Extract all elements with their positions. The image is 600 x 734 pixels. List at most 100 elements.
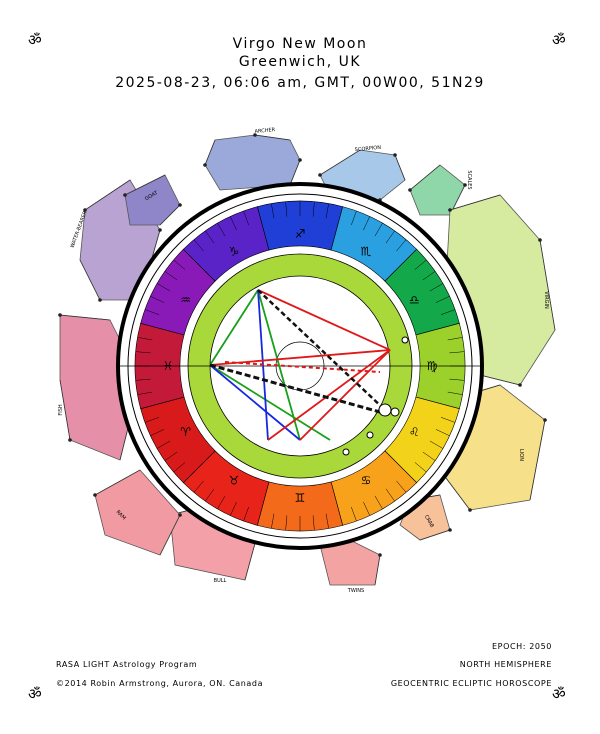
aspect-line bbox=[267, 349, 391, 441]
degree-tick bbox=[193, 239, 204, 252]
degree-tick bbox=[144, 417, 160, 423]
constellation-label: ARCHER bbox=[254, 127, 275, 135]
star-dot bbox=[468, 508, 472, 512]
aspect-line bbox=[209, 363, 381, 414]
star-line bbox=[59, 379, 71, 441]
zodiac-rings: ♐♏♎♍♌♋♊♉♈♓♒♑ bbox=[116, 182, 484, 550]
degree-tick bbox=[150, 429, 165, 436]
star-line bbox=[84, 179, 131, 211]
planet-marker bbox=[366, 431, 374, 439]
degree-tick bbox=[217, 495, 226, 510]
degree-tick bbox=[396, 239, 407, 252]
constellation-label: VIRGIN bbox=[543, 291, 549, 309]
degree-tick bbox=[312, 515, 315, 531]
degree-tick bbox=[217, 222, 226, 237]
star-line bbox=[374, 554, 381, 586]
aspect-line bbox=[299, 349, 391, 441]
star-dot bbox=[318, 173, 322, 177]
program-credit: RASA LIGHT Astrology Program bbox=[56, 660, 198, 669]
star-line bbox=[419, 529, 451, 541]
degree-tick bbox=[447, 337, 463, 341]
planet-marker bbox=[378, 403, 392, 417]
star-dot bbox=[393, 153, 397, 157]
sign-glyph: ♈ bbox=[180, 425, 191, 439]
aspect-line bbox=[209, 364, 331, 441]
om-symbol-icon: ॐ bbox=[552, 31, 566, 49]
star-line bbox=[289, 159, 301, 186]
star-dot bbox=[448, 208, 452, 212]
degree-tick bbox=[351, 210, 357, 226]
star-line bbox=[394, 154, 406, 181]
star-dot bbox=[158, 228, 162, 232]
star-dot bbox=[448, 528, 452, 532]
degree-tick bbox=[385, 230, 395, 244]
star-line bbox=[204, 139, 216, 166]
star-line bbox=[79, 259, 101, 301]
degree-tick bbox=[363, 501, 370, 516]
constellation-label: SCALES bbox=[466, 170, 472, 189]
star-line bbox=[94, 469, 141, 496]
degree-tick bbox=[135, 378, 151, 381]
copyright-line: ©2014 Robin Armstrong, Aurora, ON. Canad… bbox=[56, 679, 264, 688]
star-line bbox=[409, 164, 441, 191]
degree-tick bbox=[325, 203, 329, 219]
degree-tick bbox=[230, 216, 237, 231]
planet-marker bbox=[390, 407, 400, 417]
degree-tick bbox=[385, 488, 395, 502]
degree-tick bbox=[230, 501, 237, 516]
star-line bbox=[159, 204, 181, 226]
degree-tick bbox=[351, 506, 357, 522]
degree-tick bbox=[435, 296, 450, 303]
star-dot bbox=[203, 163, 207, 167]
star-dot bbox=[538, 238, 542, 242]
star-dot bbox=[543, 418, 547, 422]
degree-tick bbox=[396, 480, 407, 493]
aspect-lines bbox=[209, 289, 409, 456]
degree-tick bbox=[325, 513, 329, 529]
sign-glyph: ♉ bbox=[229, 473, 240, 487]
degree-tick bbox=[150, 296, 165, 303]
star-line bbox=[124, 174, 166, 196]
degree-tick bbox=[435, 429, 450, 436]
chart-datetime: 2025-08-23, 06:06 am, GMT, 00W00, 51N29 bbox=[115, 75, 485, 91]
degree-tick bbox=[271, 513, 275, 529]
degree-tick bbox=[164, 271, 178, 281]
star-dot bbox=[83, 208, 87, 212]
epoch-label: EPOCH: 2050 bbox=[492, 642, 552, 651]
degree-tick bbox=[429, 440, 444, 449]
degree-tick bbox=[447, 391, 463, 395]
star-dot bbox=[123, 193, 127, 197]
degree-tick bbox=[449, 351, 465, 354]
degree-tick bbox=[156, 283, 171, 292]
degree-tick bbox=[243, 210, 249, 226]
sign-glyph: ♐ bbox=[295, 227, 306, 241]
constellation-label: SCORPION bbox=[355, 145, 382, 153]
star-dot bbox=[58, 313, 62, 317]
degree-tick bbox=[312, 201, 315, 217]
star-dot bbox=[408, 188, 412, 192]
aspect-line bbox=[209, 289, 259, 366]
sign-glyph: ♎ bbox=[409, 293, 420, 307]
star-line bbox=[159, 514, 181, 556]
sign-glyph: ♋ bbox=[361, 473, 372, 487]
planet-marker bbox=[401, 336, 409, 344]
star-line bbox=[254, 134, 291, 141]
degree-tick bbox=[193, 480, 204, 493]
degree-tick bbox=[271, 203, 275, 219]
degree-tick bbox=[285, 201, 288, 217]
degree-tick bbox=[374, 222, 383, 237]
constellation-goat bbox=[124, 174, 181, 226]
degree-tick bbox=[144, 309, 160, 315]
aspect-line bbox=[224, 361, 381, 373]
degree-tick bbox=[422, 451, 436, 461]
degree-tick bbox=[173, 462, 186, 473]
degree-tick bbox=[374, 495, 383, 510]
degree-tick bbox=[440, 309, 456, 315]
aspect-line bbox=[257, 289, 391, 351]
om-symbol-icon: ॐ bbox=[552, 685, 566, 703]
star-dot bbox=[98, 298, 102, 302]
aspect-line bbox=[257, 289, 301, 441]
degree-tick bbox=[422, 271, 436, 281]
chart-location: Greenwich, UK bbox=[238, 54, 362, 70]
sign-glyph: ♊ bbox=[295, 491, 306, 505]
